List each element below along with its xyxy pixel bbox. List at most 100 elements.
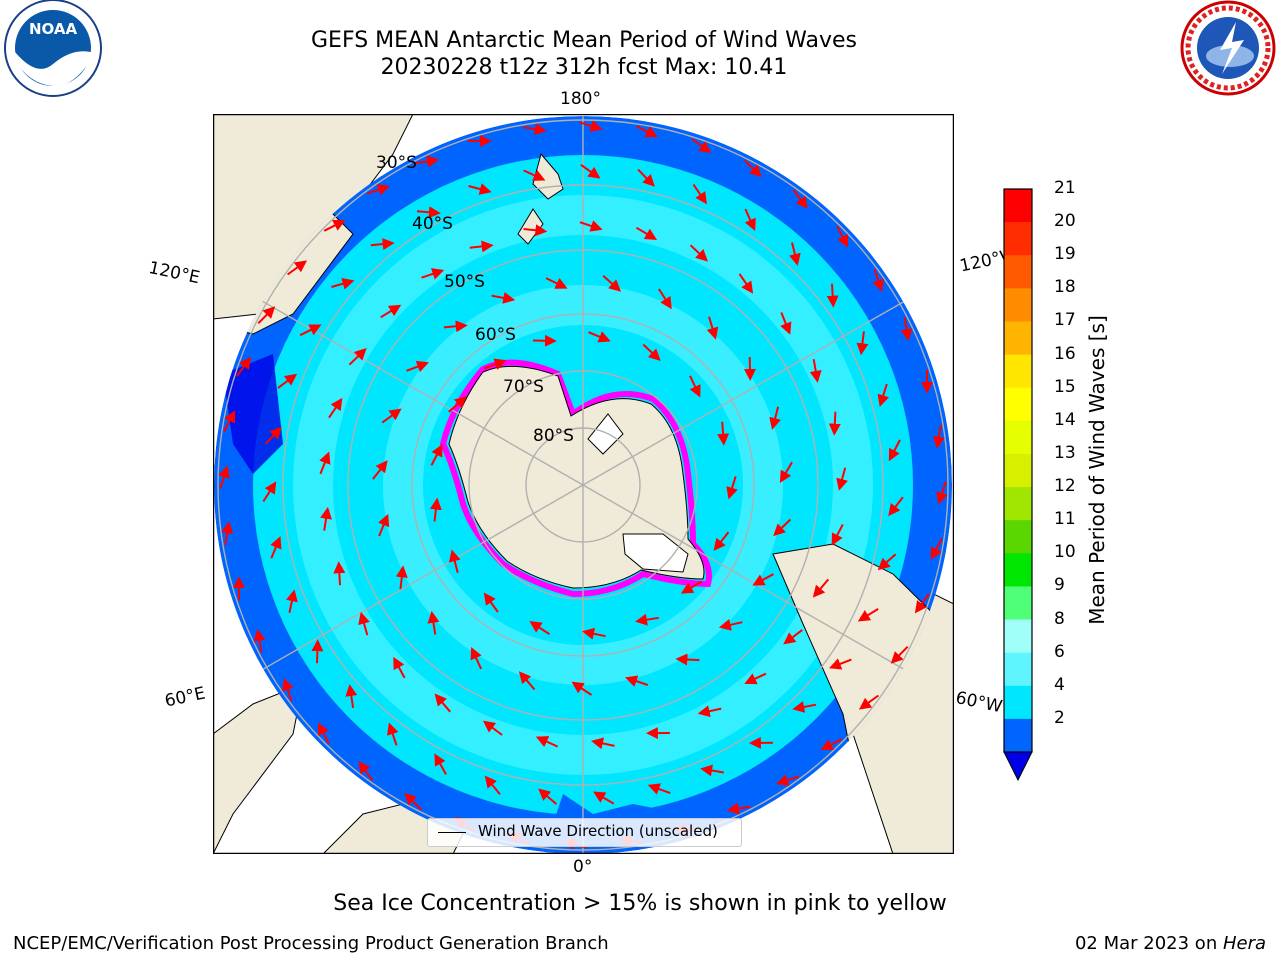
wind-wave-arrow (792, 701, 817, 713)
wind-wave-arrow (372, 460, 388, 480)
colorbar-band (1004, 288, 1032, 322)
wind-wave-arrow (680, 580, 703, 594)
wind-wave-arrow (783, 629, 803, 645)
colorbar-tick-label: 4 (1054, 674, 1065, 695)
noaa-logo: NOAA (4, 0, 102, 97)
wind-wave-arrow (591, 737, 615, 750)
wind-wave-arrow (434, 753, 447, 775)
wind-wave-arrow (406, 360, 430, 373)
wind-wave-arrow (427, 610, 440, 635)
wind-wave-arrow (223, 410, 236, 432)
footer-date: 02 Mar 2023 on Hera (1075, 933, 1266, 954)
colorbar-band (1004, 387, 1032, 422)
lat-label-70s: 70°S (503, 377, 544, 397)
wind-wave-arrow (421, 268, 445, 280)
colorbar-title: Mean Period of Wind Waves [s] (1085, 315, 1109, 625)
wind-wave-arrow (579, 120, 603, 132)
colorbar-band (1004, 354, 1032, 389)
map-legend: Wind Wave Direction (unscaled) (427, 818, 742, 847)
wind-wave-arrow (378, 513, 390, 537)
wind-wave-arrow (415, 155, 440, 168)
wind-wave-arrow (282, 678, 294, 702)
wind-wave-arrow (538, 788, 558, 805)
wind-wave-arrow (636, 125, 658, 138)
wind-wave-arrow (483, 592, 499, 613)
colorbar-band (1004, 718, 1032, 753)
wind-wave-arrow (877, 553, 897, 571)
wind-wave-arrow (717, 421, 730, 446)
wind-wave-arrow (430, 444, 443, 466)
colorbar-tick-label: 14 (1054, 409, 1076, 430)
wind-wave-arrow (218, 465, 230, 489)
colorbar-band (1004, 420, 1032, 455)
wind-wave-arrow (936, 481, 948, 505)
wind-wave-arrow (370, 238, 395, 251)
wind-wave-arrow (625, 675, 649, 687)
wind-wave-arrow (287, 260, 308, 276)
colorbar-band (1004, 652, 1032, 687)
wind-wave-arrow (264, 426, 282, 445)
wind-wave-arrow (434, 693, 451, 713)
legend-label: Wind Wave Direction (unscaled) (478, 822, 718, 840)
polar-map: 30°S 40°S 50°S 60°S 70°S 80°S (213, 114, 954, 854)
wind-wave-arrow (675, 653, 700, 666)
wind-wave-arrow (780, 312, 792, 335)
wind-wave-arrow (637, 168, 655, 187)
wind-wave-arrow (523, 169, 546, 181)
wind-wave-arrow (826, 283, 839, 308)
wind-wave-arrow (602, 275, 622, 292)
colorbar-tick-label: 6 (1054, 641, 1065, 662)
wind-wave-arrow (752, 573, 774, 586)
wind-wave-arrow (642, 343, 661, 362)
colorbar-tick-label: 15 (1054, 376, 1076, 397)
wind-wave-arrow (395, 565, 408, 590)
wind-wave-arrow (286, 589, 298, 614)
wind-wave-arrow (522, 123, 547, 136)
wind-wave-arrow (689, 375, 701, 398)
wind-wave-arrow (726, 476, 738, 500)
colorbar-tick-label: 10 (1054, 542, 1076, 563)
wind-wave-arrow (691, 138, 712, 154)
colorbar-tick-label: 19 (1054, 244, 1076, 265)
noaa-logo-text: NOAA (29, 20, 78, 38)
lat-label-80s: 80°S (533, 426, 574, 446)
wind-wave-arrow (579, 220, 603, 232)
colorbar-tick-label: 12 (1054, 476, 1076, 497)
colorbar-tick-label: 13 (1054, 442, 1076, 463)
wind-wave-arrow (743, 159, 762, 178)
wind-wave-arrow (484, 775, 501, 795)
wind-wave-arrow (221, 521, 234, 546)
wind-wave-arrow (381, 408, 402, 424)
colorbar-tick-label: 17 (1054, 310, 1076, 331)
wind-wave-arrow (689, 244, 708, 262)
wind-wave-arrow (738, 273, 754, 294)
colorbar (1003, 188, 1033, 782)
wind-wave-arrow (744, 208, 756, 231)
wind-wave-arrow (914, 593, 930, 614)
colorbar-band (1004, 619, 1032, 654)
wind-wave-arrow (331, 277, 355, 290)
wind-wave-arrow (888, 439, 901, 462)
wind-wave-arrow (328, 397, 343, 419)
lon-label-120e: 120°E (146, 258, 202, 289)
wind-wave-arrow (836, 225, 849, 248)
lat-label-40s: 40°S (412, 214, 453, 234)
wind-wave-arrow (358, 611, 370, 636)
legend-line-swatch (438, 832, 466, 833)
wind-wave-arrow (571, 681, 593, 696)
wind-wave-arrow (358, 760, 374, 781)
wind-wave-arrow (380, 304, 402, 319)
wind-wave-arrow (299, 324, 322, 337)
wind-wave-arrow (635, 226, 658, 240)
wind-wave-arrow (393, 656, 406, 679)
colorbar-tick-label: 20 (1054, 211, 1076, 232)
wind-wave-arrow (323, 219, 346, 232)
wind-wave-arrow (820, 738, 843, 751)
colorbar-band (1004, 553, 1032, 587)
wind-wave-arrow (877, 383, 890, 407)
wind-wave-arrow (470, 647, 483, 670)
wind-wave-arrow (387, 722, 399, 746)
wind-wave-arrow (692, 183, 707, 205)
wind-wave-arrow (348, 348, 367, 366)
wind-wave-arrow (697, 705, 722, 718)
